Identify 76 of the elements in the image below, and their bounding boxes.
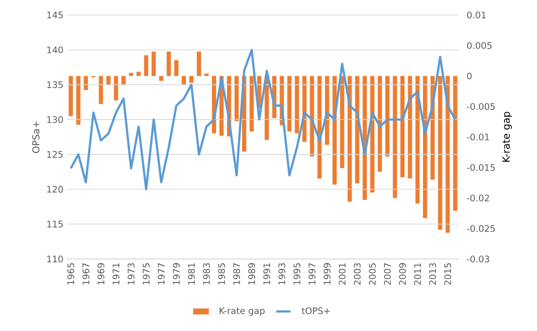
bar [370,76,374,192]
x-tick-label: 1975 [142,263,150,284]
bar [196,52,202,76]
bar [348,76,352,202]
bar [98,76,104,104]
y2-tick-label: -0.03 [466,256,490,262]
x-tick-label: 1997 [308,263,316,284]
y2-axis-title: K-rate gap [502,112,512,162]
y2-tick-label: 0.005 [467,42,492,49]
bar [174,60,178,76]
x-tick-label: 1985 [218,263,225,284]
y2-tick-label: 0.01 [467,12,486,18]
y2-tick-label: -0.015 [466,164,495,171]
bar [355,76,360,184]
x-tick-label: 1989 [248,263,256,284]
y2-tick-label: -0.02 [466,194,489,202]
x-tick-label: 1971 [112,263,120,284]
bar [234,76,239,122]
bar [250,76,254,132]
bar [84,76,88,90]
y-tick-label: 115 [47,220,63,228]
bar [166,52,171,76]
x-tick-label: 2007 [384,263,391,285]
bar [152,52,156,76]
bar [385,76,390,157]
y-tick-label: 140 [47,46,63,54]
legend-label: tOPS+ [302,307,330,314]
x-tick-label: 1979 [172,263,180,284]
x-tick-label: 1981 [188,263,195,284]
x-tick-label: 1983 [203,263,210,284]
legend-label: K-rate gap [220,307,265,316]
bar [378,76,382,172]
x-tick-label: 2013 [429,263,436,285]
x-tick-label: 2011 [414,263,421,285]
bar [438,76,442,230]
bar [294,76,300,134]
y2-tick-label: -0.025 [466,225,495,232]
bar [144,55,148,76]
y-tick-label: 120 [47,186,63,193]
bar [340,76,344,168]
bar [287,76,292,132]
x-tick-label: 1973 [128,263,134,284]
x-tick-label: 2003 [354,263,361,285]
x-tick-label: 1995 [294,263,300,284]
bar [76,76,80,125]
bar [362,76,367,200]
x-tick-label: 2015 [444,263,452,285]
x-tick-label: 1967 [82,263,90,284]
x-tick-label: 1987 [233,263,240,284]
y-tick-label: 110 [47,256,63,262]
bar [392,76,398,198]
bar [159,76,164,81]
bar [189,76,194,83]
y2-tick-label: 0 [467,72,472,80]
x-tick-label: 2009 [399,263,406,285]
y-tick-label: 130 [47,116,63,123]
y-tick-label: 125 [47,151,63,158]
x-tick-label: 2001 [338,263,346,285]
bar [128,72,134,76]
x-tick-label: 1969 [98,263,104,284]
x-tick-label: 1991 [263,263,270,284]
y-tick-label: 145 [47,12,63,18]
y-axis-title: OPSa+ [32,121,40,153]
bar [68,76,73,116]
x-tick-label: 2005 [368,263,376,285]
bar [446,76,450,233]
x-tick-label: 1977 [158,263,165,284]
bar [114,76,118,100]
x-tick-label: 1993 [278,263,286,284]
x-tick-label: 1999 [324,263,330,284]
y2-tick-label: -0.005 [466,103,495,110]
y2-tick-label: -0.01 [466,134,489,140]
bar [136,72,141,76]
bar [453,76,458,211]
y-tick-label: 135 [47,81,63,88]
x-tick-label: 1965 [67,263,74,284]
